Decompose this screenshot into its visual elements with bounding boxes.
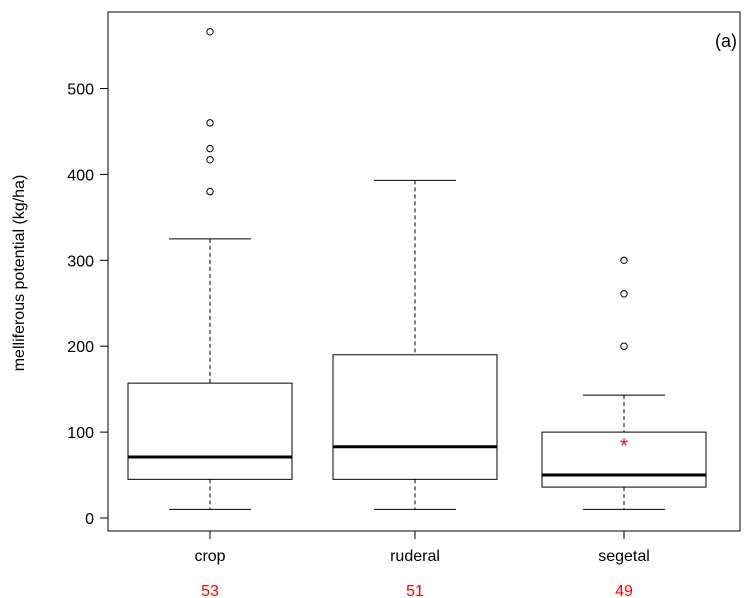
y-tick-label: 0 <box>85 511 94 528</box>
y-tick-label: 400 <box>67 167 94 184</box>
outlier-point <box>206 156 214 164</box>
outlier-point <box>620 290 628 298</box>
box <box>541 431 707 488</box>
y-tick-label: 500 <box>67 82 94 99</box>
outlier-point <box>206 28 214 36</box>
outlier-point <box>620 342 628 350</box>
x-tick-label: crop <box>194 548 225 565</box>
box <box>127 382 293 480</box>
x-tick-label: segetal <box>598 548 650 565</box>
mean-marker: * <box>620 435 628 457</box>
x-axis: crop ruderal segetal <box>194 530 650 565</box>
sample-count-label: 49 <box>615 583 633 598</box>
outlier-point <box>206 187 214 196</box>
box <box>332 354 498 480</box>
y-axis-label: melliferous potential (kg/ha) <box>11 175 28 372</box>
sample-count-label: 51 <box>406 583 424 598</box>
outlier-point <box>206 144 214 153</box>
sample-counts: 53 51 49 <box>201 583 633 598</box>
y-tick-label: 200 <box>67 339 94 356</box>
panel-label: (a) <box>715 31 737 51</box>
boxes-group: * <box>127 28 707 510</box>
sample-count-label: 53 <box>201 583 219 598</box>
x-tick-label: ruderal <box>390 548 440 565</box>
y-axis: 0 100 200 300 400 500 <box>67 82 109 528</box>
outlier-point <box>206 119 214 127</box>
y-tick-label: 300 <box>67 253 94 270</box>
outlier-point <box>620 256 628 264</box>
y-tick-label: 100 <box>67 425 94 442</box>
